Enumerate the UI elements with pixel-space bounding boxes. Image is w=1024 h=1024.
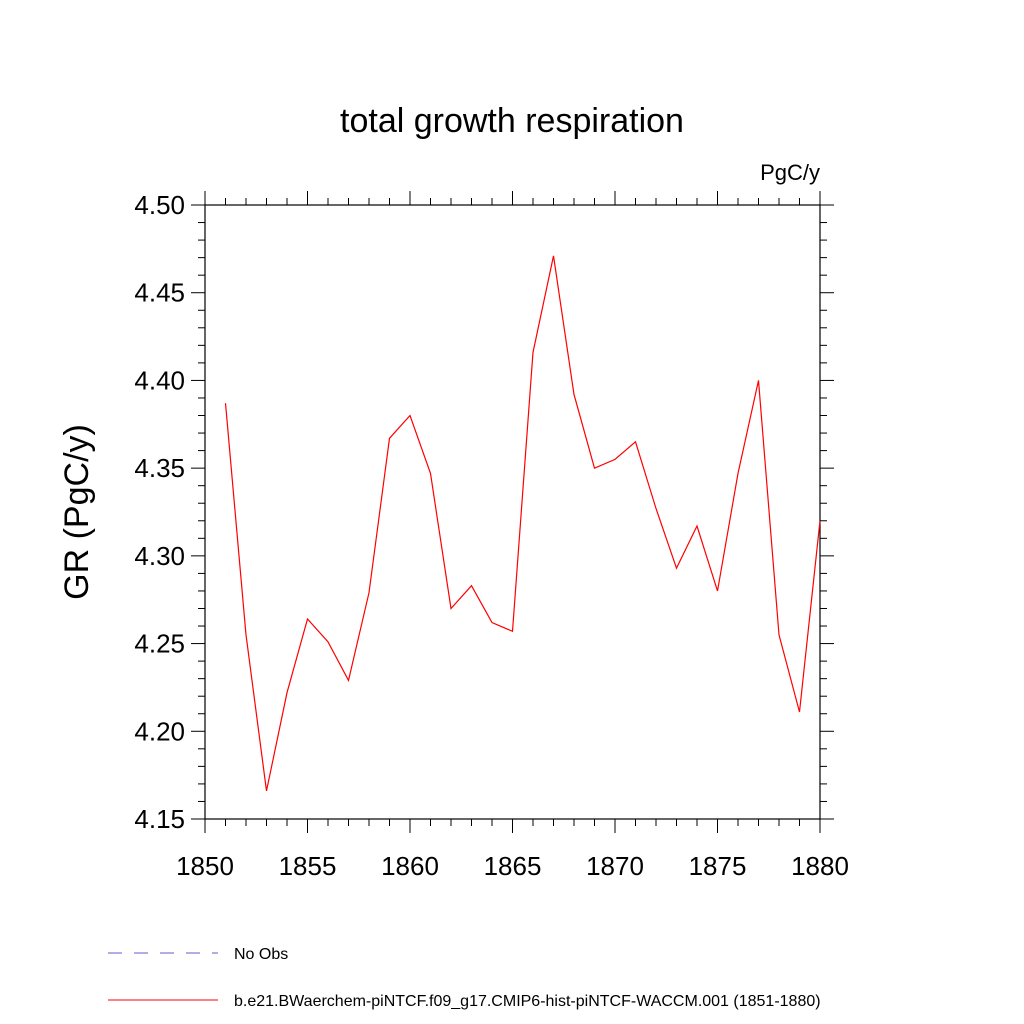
series-line-0 (224, 255, 821, 792)
legend-label-no-obs: No Obs (234, 946, 288, 963)
x-tick-label: 1860 (381, 851, 439, 881)
y-tick-label: 4.30 (134, 541, 185, 571)
y-tick-label: 4.20 (134, 716, 185, 746)
series-layer (224, 255, 821, 792)
y-tick-label: 4.35 (134, 453, 185, 483)
x-tick-label: 1865 (484, 851, 542, 881)
units-label: PgC/y (760, 160, 820, 185)
x-axis-tick-labels: 1850 1855 1860 1865 1870 1875 1880 (176, 851, 849, 881)
y-axis-label: GR (PgC/y) (58, 424, 96, 600)
legend-label-model: b.e21.BWaerchem-piNTCF.f09_g17.CMIP6-his… (234, 993, 821, 1010)
x-axis-ticks (204, 191, 821, 833)
x-tick-label: 1850 (176, 851, 234, 881)
plot-frame (204, 204, 821, 820)
x-tick-label: 1875 (689, 851, 747, 881)
x-tick-label: 1855 (279, 851, 337, 881)
x-tick-label: 1870 (586, 851, 644, 881)
y-tick-label: 4.40 (134, 365, 185, 395)
x-tick-label: 1880 (791, 851, 849, 881)
chart-title: total growth respiration (340, 102, 684, 140)
y-tick-label: 4.25 (134, 629, 185, 659)
y-axis-ticks (191, 204, 834, 820)
y-axis-tick-labels: 4.15 4.20 4.25 4.30 4.35 4.40 4.45 4.50 (134, 190, 185, 834)
y-tick-label: 4.15 (134, 804, 185, 834)
y-tick-label: 4.50 (134, 190, 185, 220)
y-tick-label: 4.45 (134, 278, 185, 308)
legend: No Obs b.e21.BWaerchem-piNTCF.f09_g17.CM… (108, 946, 821, 1010)
